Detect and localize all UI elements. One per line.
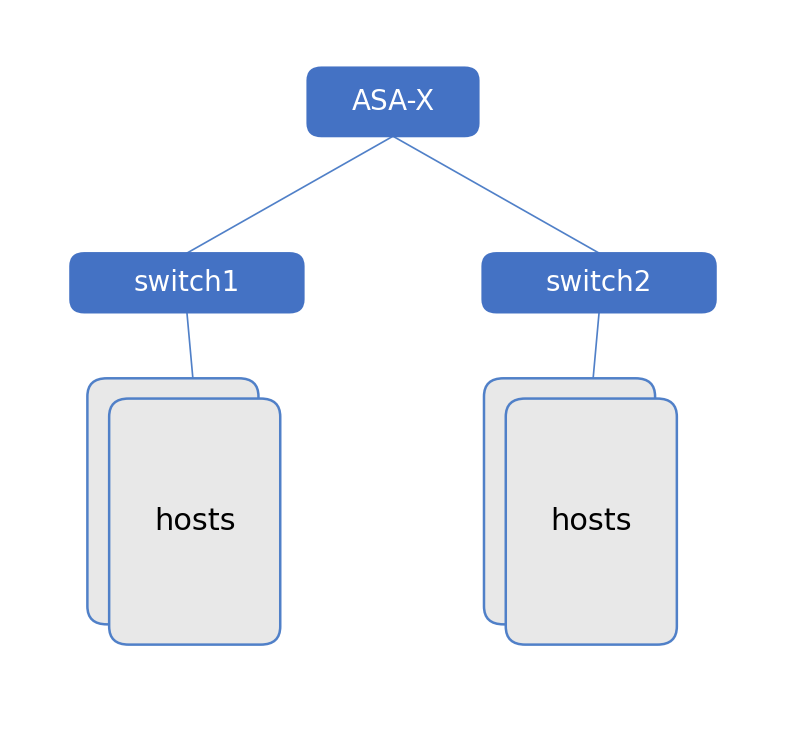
FancyBboxPatch shape (483, 253, 716, 313)
Text: hosts: hosts (550, 507, 632, 536)
FancyBboxPatch shape (505, 398, 677, 645)
Text: hosts: hosts (154, 507, 236, 536)
FancyBboxPatch shape (87, 378, 259, 624)
FancyBboxPatch shape (70, 253, 303, 313)
Text: ASA-X: ASA-X (351, 88, 435, 116)
Text: switch2: switch2 (546, 269, 652, 296)
FancyBboxPatch shape (109, 398, 281, 645)
FancyBboxPatch shape (307, 67, 479, 136)
Text: switch1: switch1 (134, 269, 240, 296)
FancyBboxPatch shape (484, 378, 655, 624)
